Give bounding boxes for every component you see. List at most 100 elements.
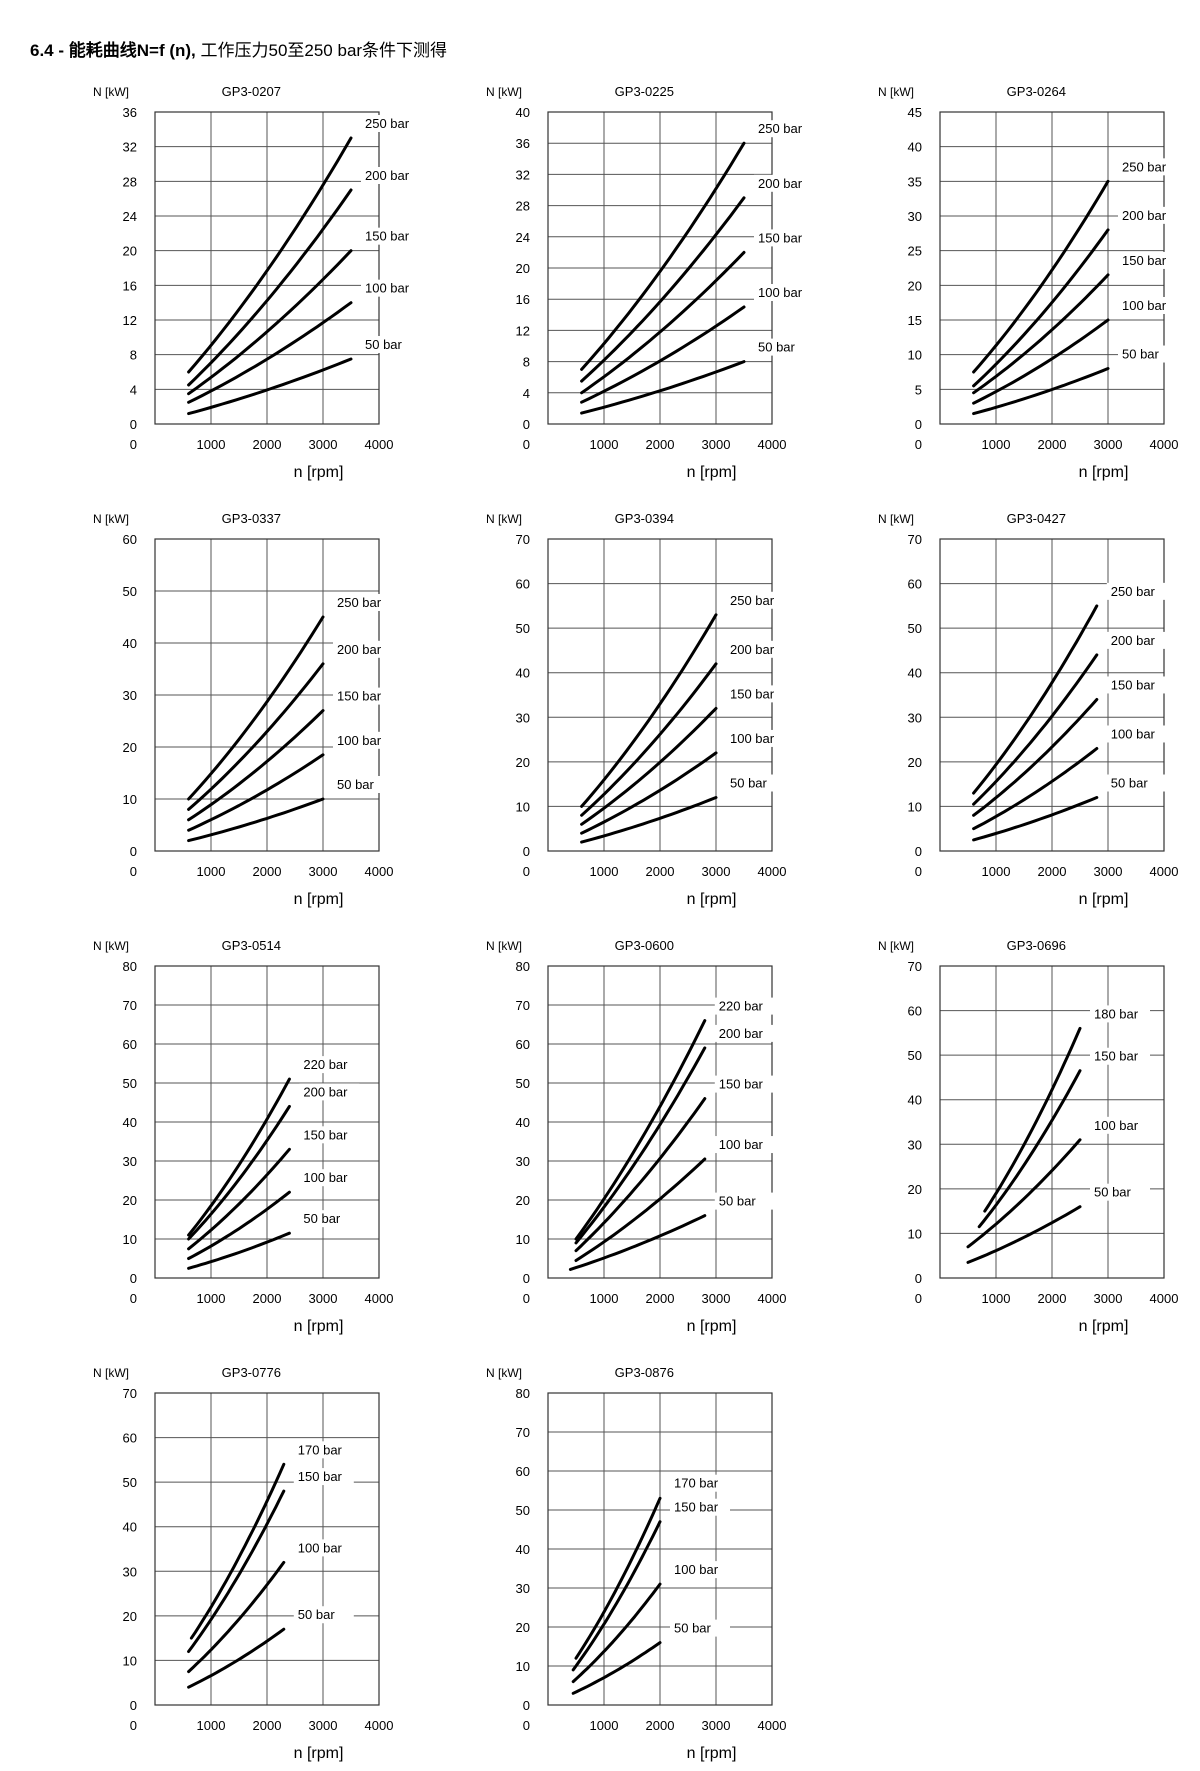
series-line bbox=[972, 228, 1110, 388]
series-label-background bbox=[726, 591, 786, 609]
y-axis-label: N [kW] bbox=[486, 939, 522, 953]
x-tick-label: 0 bbox=[130, 1291, 137, 1306]
series-line bbox=[187, 1627, 286, 1689]
series-label-background bbox=[299, 1083, 360, 1101]
y-tick-label: 0 bbox=[130, 844, 137, 859]
series-label-background bbox=[1106, 725, 1167, 743]
chart-gp3-0207: 0 4 8 12 16 20 24 28 32 36 0 1000 2000 3000 4000 GP3-02… bbox=[93, 84, 421, 481]
y-tick-label: 10 bbox=[908, 348, 922, 363]
y-tick-label: 0 bbox=[130, 1698, 137, 1713]
x-tick-label: 1000 bbox=[982, 864, 1011, 879]
x-tick-label: 1000 bbox=[197, 437, 226, 452]
series-label: 100 bar bbox=[674, 1562, 719, 1577]
series-line bbox=[972, 698, 1099, 817]
chart-gp3-0600: 0 10 20 30 40 50 60 70 80 0 1000 2000 3000 4000 GP3-06… bbox=[486, 938, 786, 1335]
y-tick-label: 20 bbox=[516, 755, 530, 770]
series-label: 200 bar bbox=[303, 1084, 348, 1099]
series-label: 100 bar bbox=[730, 731, 775, 746]
series-label-background bbox=[361, 115, 421, 132]
series-label-background bbox=[714, 997, 775, 1015]
chart-gp3-0876: 0 10 20 30 40 50 60 70 80 0 1000 2000 3000 4000 GP3-08… bbox=[486, 1365, 786, 1762]
series-label-background bbox=[1118, 158, 1178, 176]
series-line bbox=[574, 1019, 707, 1241]
x-tick-label: 0 bbox=[915, 864, 922, 879]
chart-title: GP3-0394 bbox=[615, 511, 674, 526]
chart-title: GP3-0696 bbox=[1007, 938, 1066, 953]
series-line bbox=[187, 1190, 291, 1260]
series-label-background bbox=[754, 229, 814, 247]
y-tick-label: 40 bbox=[516, 105, 530, 120]
y-tick-label: 20 bbox=[123, 1193, 137, 1208]
series-label-background bbox=[1090, 1005, 1150, 1023]
series-label-background bbox=[1106, 582, 1167, 600]
y-tick-label: 40 bbox=[123, 1115, 137, 1130]
plot-frame bbox=[939, 965, 1165, 1279]
y-tick-label: 60 bbox=[908, 1004, 922, 1019]
y-tick-label: 40 bbox=[516, 1542, 530, 1557]
series-label-background bbox=[714, 1075, 775, 1093]
y-tick-label: 28 bbox=[123, 174, 137, 189]
y-tick-label: 20 bbox=[123, 244, 137, 259]
y-tick-label: 50 bbox=[123, 1076, 137, 1091]
y-tick-label: 10 bbox=[908, 1226, 922, 1241]
x-tick-label: 3000 bbox=[1094, 864, 1123, 879]
x-tick-label: 4000 bbox=[758, 437, 787, 452]
x-tick-label: 2000 bbox=[1038, 437, 1067, 452]
series-label: 250 bar bbox=[1111, 584, 1156, 599]
series-line bbox=[189, 1462, 286, 1640]
series-line bbox=[966, 1138, 1082, 1249]
y-axis-label: N [kW] bbox=[93, 939, 129, 953]
series-line bbox=[571, 1582, 662, 1684]
x-tick-label: 3000 bbox=[1094, 1291, 1123, 1306]
series-label: 100 bar bbox=[1111, 726, 1156, 741]
x-tick-label: 4000 bbox=[1150, 1291, 1179, 1306]
series-label-background bbox=[714, 1192, 775, 1210]
y-axis-label: N [kW] bbox=[878, 939, 914, 953]
series-label: 250 bar bbox=[758, 121, 803, 136]
series-line bbox=[977, 1069, 1082, 1229]
x-tick-label: 2000 bbox=[1038, 864, 1067, 879]
y-tick-label: 50 bbox=[908, 621, 922, 636]
series-label-background bbox=[361, 279, 421, 297]
series-label: 150 bar bbox=[758, 230, 803, 245]
y-tick-label: 50 bbox=[516, 1076, 530, 1091]
series-label: 100 bar bbox=[1094, 1118, 1139, 1133]
series-label-background bbox=[726, 774, 786, 792]
plot-frame bbox=[154, 1392, 380, 1706]
series-line bbox=[571, 1641, 662, 1695]
x-axis-label: n [rpm] bbox=[687, 891, 737, 908]
x-tick-label: 2000 bbox=[253, 1718, 282, 1733]
series-label: 50 bar bbox=[365, 337, 403, 352]
x-tick-label: 0 bbox=[130, 864, 137, 879]
series-line bbox=[574, 1496, 662, 1660]
x-tick-label: 2000 bbox=[253, 437, 282, 452]
chart-title: GP3-0207 bbox=[222, 84, 281, 99]
series-label: 250 bar bbox=[730, 593, 775, 608]
x-tick-label: 3000 bbox=[309, 1291, 338, 1306]
series-line bbox=[972, 747, 1099, 831]
series-label-background bbox=[726, 640, 786, 658]
series-label: 200 bar bbox=[365, 168, 410, 183]
series-line bbox=[972, 796, 1099, 842]
x-tick-label: 3000 bbox=[702, 864, 731, 879]
series-line bbox=[187, 301, 353, 404]
series-label: 220 bar bbox=[303, 1057, 348, 1072]
x-tick-label: 1000 bbox=[590, 1291, 619, 1306]
series-line bbox=[972, 318, 1110, 405]
y-tick-label: 30 bbox=[123, 1154, 137, 1169]
series-line bbox=[187, 1489, 286, 1653]
x-tick-label: 0 bbox=[915, 1291, 922, 1306]
series-line bbox=[187, 1560, 286, 1674]
series-line bbox=[972, 653, 1099, 806]
series-label: 100 bar bbox=[337, 733, 382, 748]
series-label: 200 bar bbox=[1111, 633, 1156, 648]
x-tick-label: 0 bbox=[915, 437, 922, 452]
y-tick-label: 4 bbox=[523, 386, 530, 401]
y-tick-label: 70 bbox=[516, 998, 530, 1013]
chart-gp3-0514: 0 10 20 30 40 50 60 70 80 0 1000 2000 3000 4000 GP3-05… bbox=[93, 938, 393, 1335]
y-tick-label: 32 bbox=[516, 167, 530, 182]
series-label-background bbox=[333, 594, 393, 611]
x-tick-label: 4000 bbox=[365, 1291, 394, 1306]
chart-title: GP3-0264 bbox=[1007, 84, 1066, 99]
series-line bbox=[187, 615, 325, 801]
